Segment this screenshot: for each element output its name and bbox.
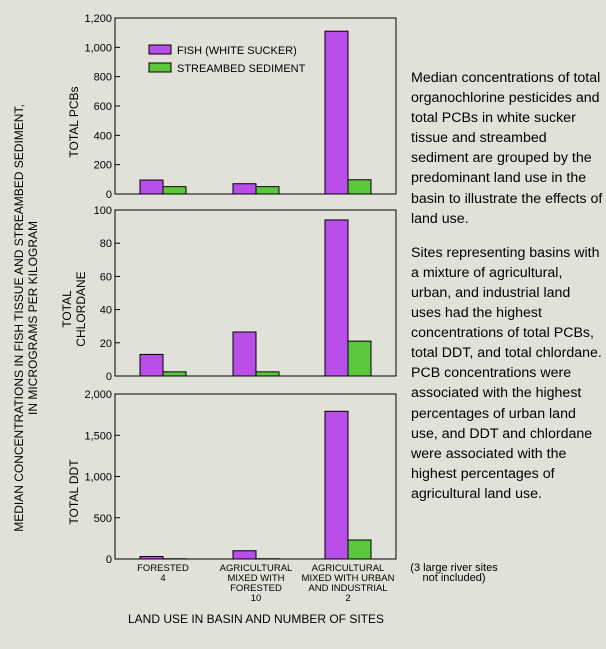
category-label: FORESTED xyxy=(137,563,189,574)
y-tick-label: 600 xyxy=(94,101,112,113)
panel-frame xyxy=(114,393,397,560)
bar xyxy=(139,179,164,195)
y-axis-title: IN MICROGRAMS PER KILOGRAM xyxy=(26,221,40,415)
bar xyxy=(232,550,257,560)
y-tick-label: 400 xyxy=(94,130,112,142)
y-tick-label: 0 xyxy=(106,371,112,383)
panel-label: CHLORDANE xyxy=(74,271,88,346)
y-tick-label: 500 xyxy=(94,513,112,525)
legend-label: STREAMBED SEDIMENT xyxy=(177,63,306,75)
y-tick-label: 100 xyxy=(94,205,112,217)
bar xyxy=(139,353,164,377)
legend-swatch xyxy=(148,62,172,73)
y-tick-label: 40 xyxy=(100,305,112,317)
y-tick-label: 2,000 xyxy=(84,389,112,401)
y-tick-label: 60 xyxy=(100,271,112,283)
panel-label: TOTAL xyxy=(60,290,74,328)
category-label: AGRICULTURAL xyxy=(312,563,385,574)
bar xyxy=(347,539,372,560)
y-tick-label: 80 xyxy=(100,238,112,250)
y-axis-title: MEDIAN CONCENTRATIONS IN FISH TISSUE AND… xyxy=(12,104,26,532)
category-label: AGRICULTURAL xyxy=(220,563,293,574)
bar xyxy=(162,371,187,377)
category-label: 4 xyxy=(160,573,165,584)
category-note: not included) xyxy=(423,572,486,584)
category-label: FORESTED xyxy=(230,583,282,594)
y-tick-label: 0 xyxy=(106,189,112,201)
bar xyxy=(347,179,372,195)
panel-label: TOTAL DDT xyxy=(67,459,81,525)
y-tick-label: 1,200 xyxy=(84,13,112,25)
bar xyxy=(347,340,372,377)
bar xyxy=(324,30,349,195)
panel-label: TOTAL PCBs xyxy=(67,86,81,157)
bar xyxy=(162,186,187,195)
description-paragraph-1: Median concentrations of total organochl… xyxy=(411,70,603,227)
category-label: AND INDUSTRIAL xyxy=(308,583,387,594)
bar xyxy=(324,410,349,560)
category-label: 2 xyxy=(345,593,350,604)
legend-swatch xyxy=(148,44,172,55)
bar xyxy=(324,219,349,377)
legend-label: FISH (WHITE SUCKER) xyxy=(177,45,297,57)
y-tick-label: 1,000 xyxy=(84,42,112,54)
bar xyxy=(232,331,257,377)
category-label: MIXED WITH xyxy=(228,573,285,584)
category-label: MIXED WITH URBAN xyxy=(302,573,395,584)
y-tick-label: 1,000 xyxy=(84,472,112,484)
y-tick-label: 1,500 xyxy=(84,430,112,442)
bar xyxy=(255,186,280,195)
category-label: 10 xyxy=(251,593,262,604)
y-tick-label: 0 xyxy=(106,554,112,566)
description-paragraph-2: Sites representing basins with a mixture… xyxy=(411,244,602,502)
bar xyxy=(139,556,164,560)
y-tick-label: 200 xyxy=(94,160,112,172)
description-text: Median concentrations of total organochl… xyxy=(411,68,603,518)
y-tick-label: 800 xyxy=(94,72,112,84)
bar xyxy=(232,183,257,195)
category-note: (3 large river sites xyxy=(410,562,498,574)
bar xyxy=(255,371,280,377)
x-axis-title: LAND USE IN BASIN AND NUMBER OF SITES xyxy=(128,612,384,626)
y-tick-label: 20 xyxy=(100,338,112,350)
